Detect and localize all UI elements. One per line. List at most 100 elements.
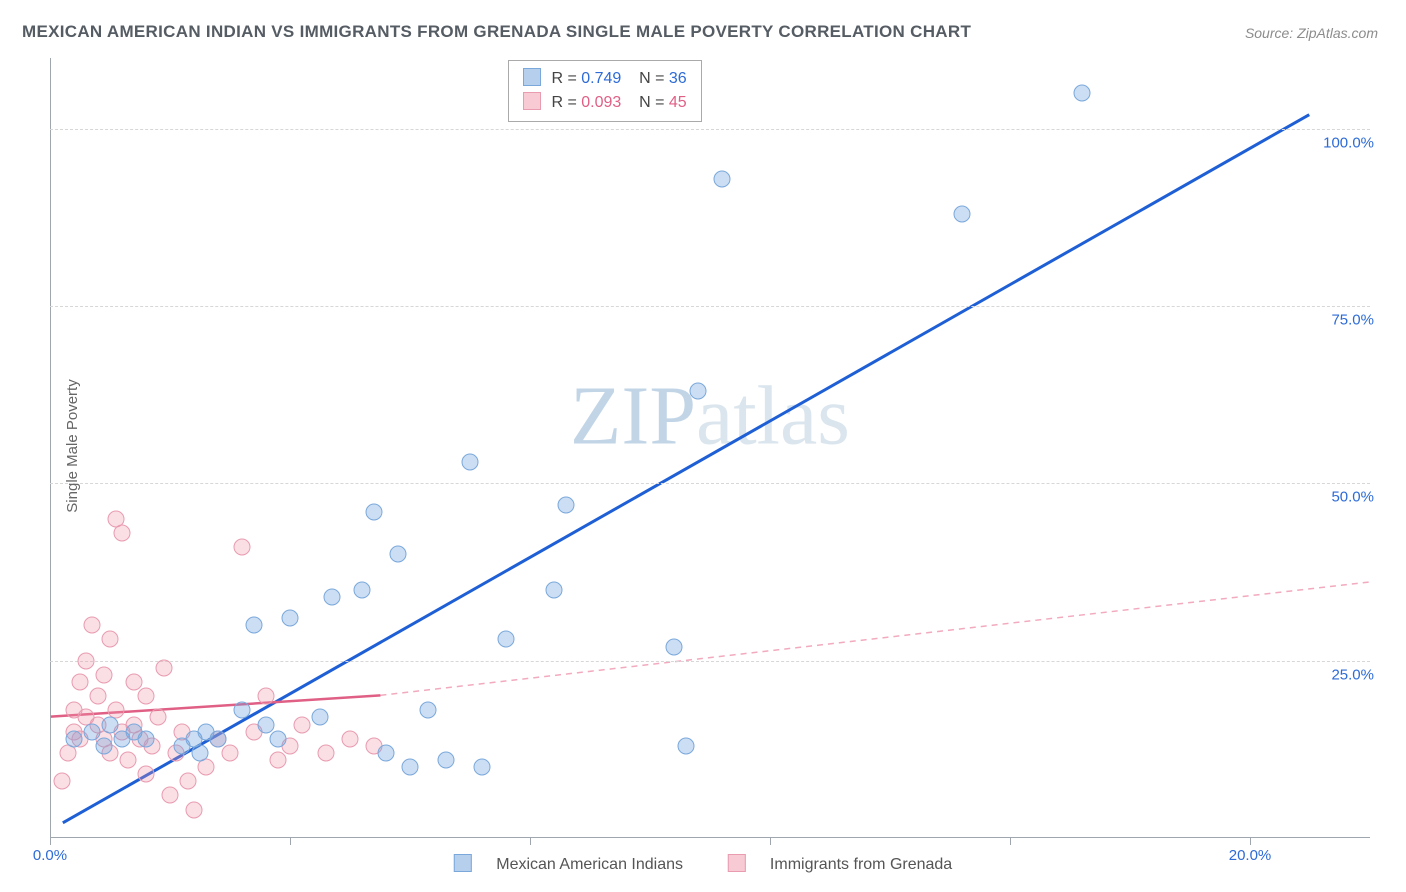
data-point-pink [84,617,101,634]
data-point-pink [72,674,89,691]
y-axis-line [50,58,51,837]
n-label: N = [639,94,664,111]
data-point-blue [234,702,251,719]
y-tick-label: 75.0% [1331,312,1374,329]
gridline [50,483,1370,484]
swatch-blue [454,854,472,872]
data-point-blue [210,730,227,747]
data-point-blue [84,723,101,740]
legend-row-blue: R = 0.749 N = 36 [523,67,687,91]
data-point-pink [180,773,197,790]
data-point-blue [714,170,731,187]
x-tick [50,837,51,845]
data-point-pink [138,766,155,783]
data-point-blue [192,744,209,761]
r-value-blue: 0.749 [581,70,621,87]
r-value-pink: 0.093 [581,94,621,111]
legend-label: Mexican American Indians [496,856,683,873]
data-point-blue [954,206,971,223]
data-point-pink [342,730,359,747]
data-point-pink [126,674,143,691]
data-point-blue [420,702,437,719]
data-point-pink [234,539,251,556]
gridline [50,306,1370,307]
data-point-pink [78,652,95,669]
data-point-blue [102,716,119,733]
swatch-pink [727,854,745,872]
data-point-pink [90,688,107,705]
x-tick [530,837,531,845]
legend-row-pink: R = 0.093 N = 45 [523,91,687,115]
y-tick-label: 50.0% [1331,489,1374,506]
trend-line [63,115,1309,823]
data-point-pink [270,752,287,769]
gridline [50,129,1370,130]
correlation-legend: R = 0.749 N = 36 R = 0.093 N = 45 [508,60,702,122]
n-value-pink: 45 [669,94,687,111]
data-point-pink [318,744,335,761]
source-attribution: Source: ZipAtlas.com [1245,25,1378,41]
data-point-blue [678,737,695,754]
data-point-pink [150,709,167,726]
data-point-pink [96,666,113,683]
data-point-pink [138,688,155,705]
data-point-blue [666,638,683,655]
trend-lines-layer [50,58,1370,837]
legend-item-pink: Immigrants from Grenada [717,856,962,873]
legend-label: Immigrants from Grenada [770,856,952,873]
trend-line [380,582,1369,695]
data-point-blue [390,546,407,563]
n-value-blue: 36 [669,70,687,87]
data-point-pink [258,688,275,705]
y-tick-label: 25.0% [1331,666,1374,683]
data-point-blue [282,610,299,627]
data-point-blue [690,383,707,400]
data-point-blue [546,581,563,598]
r-label: R = [551,70,576,87]
swatch-blue [523,68,541,86]
scatter-plot-area: ZIPatlas 25.0%50.0%75.0%100.0% [50,58,1370,838]
x-tick [770,837,771,845]
data-point-blue [270,730,287,747]
data-point-blue [474,759,491,776]
data-point-pink [222,744,239,761]
data-point-blue [354,581,371,598]
data-point-blue [246,617,263,634]
data-point-blue [258,716,275,733]
watermark: ZIPatlas [570,368,850,465]
chart-title: MEXICAN AMERICAN INDIAN VS IMMIGRANTS FR… [22,22,971,42]
data-point-pink [120,752,137,769]
data-point-pink [156,659,173,676]
data-point-blue [438,752,455,769]
x-tick [1250,837,1251,845]
data-point-blue [324,588,341,605]
data-point-blue [558,496,575,513]
data-point-pink [162,787,179,804]
data-point-blue [312,709,329,726]
data-point-blue [402,759,419,776]
data-point-pink [114,525,131,542]
y-tick-label: 100.0% [1323,134,1374,151]
x-tick [1010,837,1011,845]
data-point-blue [498,631,515,648]
data-point-blue [366,503,383,520]
swatch-pink [523,92,541,110]
data-point-blue [1074,85,1091,102]
data-point-pink [102,631,119,648]
series-legend: Mexican American Indians Immigrants from… [434,854,972,874]
data-point-pink [186,801,203,818]
legend-item-blue: Mexican American Indians [444,856,698,873]
x-tick [290,837,291,845]
data-point-blue [462,454,479,471]
n-label: N = [639,70,664,87]
data-point-pink [294,716,311,733]
data-point-blue [138,730,155,747]
r-label: R = [551,94,576,111]
x-tick-label: 0.0% [33,847,67,864]
data-point-blue [66,730,83,747]
data-point-blue [96,737,113,754]
gridline [50,661,1370,662]
data-point-blue [378,744,395,761]
data-point-pink [54,773,71,790]
x-tick-label: 20.0% [1229,847,1272,864]
